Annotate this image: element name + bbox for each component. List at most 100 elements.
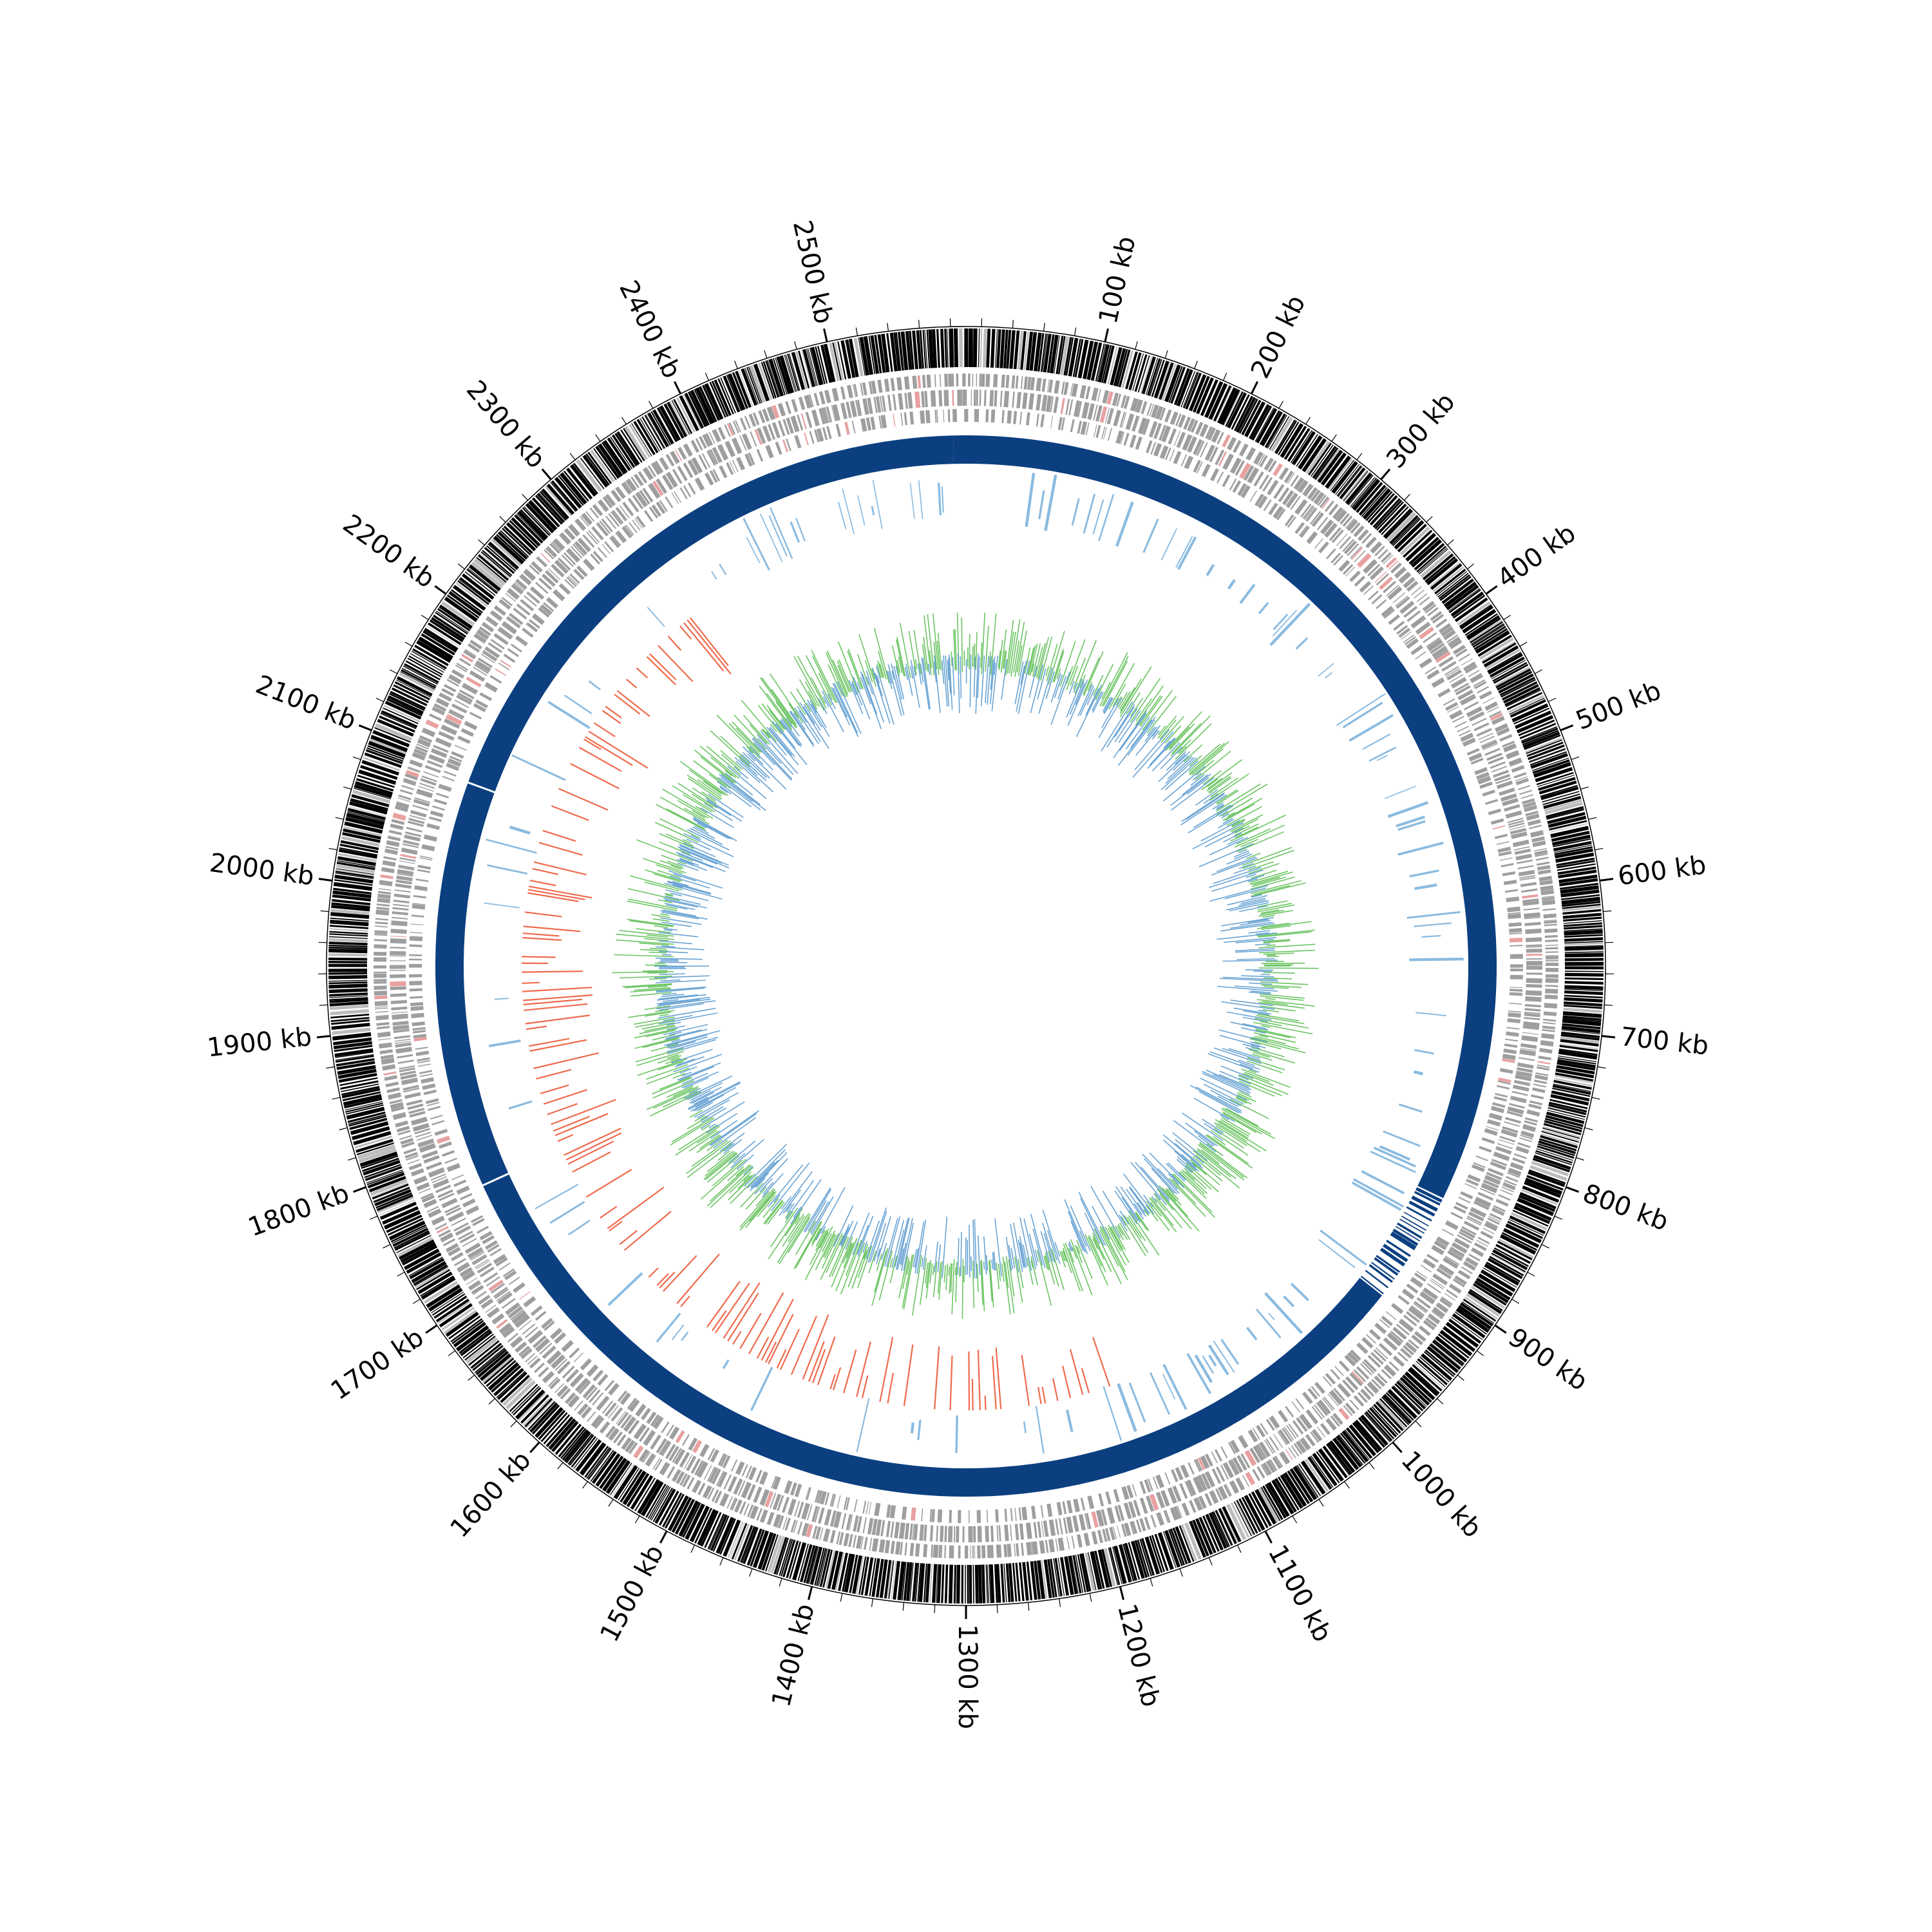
gene-mark	[1155, 1474, 1164, 1488]
gene-mark	[407, 658, 442, 677]
gene-mark	[1553, 844, 1593, 853]
gene-mark	[786, 417, 794, 434]
gene-mark	[741, 368, 758, 406]
gene-mark	[364, 752, 402, 768]
gene-mark	[1296, 433, 1318, 467]
gene-mark	[1153, 1476, 1159, 1490]
gene-mark	[328, 980, 368, 982]
gc-blue-spike	[789, 711, 815, 747]
gc-blue-spike	[1218, 819, 1235, 829]
gc-blue-spike	[945, 655, 950, 706]
gene-mark	[488, 541, 520, 570]
gc-blue-spike	[1204, 827, 1244, 848]
gene-mark	[1047, 1558, 1055, 1598]
gc-green-spike	[1076, 1245, 1081, 1254]
gc-blue-spike	[990, 659, 994, 690]
gene-mark	[847, 384, 853, 399]
gene-mark	[1408, 1306, 1424, 1320]
gene-mark	[1523, 907, 1540, 911]
gene-mark	[417, 864, 431, 870]
gene-mark	[954, 1564, 957, 1604]
gene-mark	[755, 1470, 762, 1483]
gc-green-spike	[820, 1232, 843, 1280]
gene-mark	[1564, 950, 1604, 952]
gene-mark	[560, 1428, 587, 1459]
gene-mark	[387, 695, 424, 715]
gene-mark	[892, 393, 897, 411]
gene-mark	[535, 582, 549, 594]
gene-mark	[853, 1535, 857, 1548]
coverage-bar	[1156, 1430, 1169, 1457]
gene-mark	[1236, 397, 1256, 433]
gene-mark	[1132, 353, 1144, 391]
gene-mark	[788, 353, 800, 391]
gc-green-spike	[1197, 1150, 1232, 1178]
gc-blue-spike	[1249, 991, 1271, 995]
gc-blue-spike	[1103, 697, 1113, 714]
skew-blue-spike	[1272, 610, 1298, 637]
gene-mark	[1287, 428, 1311, 462]
gc-blue-spike	[1235, 939, 1274, 943]
gene-mark	[1560, 1043, 1598, 1050]
minor-tick	[1467, 564, 1475, 570]
gc-green-spike	[721, 753, 741, 772]
gene-mark	[420, 778, 437, 786]
gene-mark	[1134, 354, 1148, 392]
gc-blue-spike	[670, 1041, 696, 1050]
gene-mark	[1432, 1273, 1448, 1286]
gene-mark	[461, 654, 474, 663]
gene-mark	[513, 607, 527, 620]
gene-mark	[1244, 1495, 1265, 1531]
gc-green-spike	[1119, 1222, 1131, 1240]
gc-blue-spike	[661, 945, 675, 948]
gene-mark	[909, 1523, 913, 1540]
gene-mark	[642, 1451, 651, 1463]
gene-mark	[690, 390, 710, 426]
gene-mark	[1439, 576, 1472, 601]
gene-mark	[407, 768, 420, 773]
gc-blue-spike	[804, 1188, 832, 1233]
gene-mark	[1222, 453, 1234, 470]
gene-mark	[1455, 1307, 1490, 1333]
gc-green-spike	[1093, 674, 1104, 696]
skew-red-spike	[706, 1280, 741, 1328]
gene-mark	[1524, 1120, 1537, 1126]
gene-mark	[1283, 1472, 1307, 1507]
gene-mark	[1484, 748, 1501, 756]
gene-mark	[498, 1322, 513, 1334]
gc-blue-spike	[1113, 711, 1147, 759]
gene-mark	[330, 917, 369, 922]
minor-tick	[390, 669, 398, 674]
gc-blue-spike	[943, 655, 948, 707]
gene-mark	[1040, 414, 1045, 428]
gene-mark	[1132, 1484, 1137, 1497]
gene-mark	[1399, 526, 1430, 556]
gene-mark	[1086, 341, 1099, 381]
gene-mark	[1490, 712, 1503, 721]
gene-mark	[1396, 1380, 1426, 1410]
tick-label: 600 kb	[1616, 850, 1708, 891]
gc-blue-spike	[1238, 862, 1254, 869]
gene-mark	[442, 1238, 456, 1247]
coverage-bar	[1354, 1283, 1378, 1303]
skew-red-spike	[663, 1255, 697, 1292]
coverage-bar	[1376, 1255, 1401, 1273]
skew-blue-spike	[1227, 579, 1236, 590]
gene-mark	[448, 591, 482, 616]
gene-mark	[777, 1495, 784, 1511]
gene-mark	[1363, 585, 1374, 595]
gc-blue-spike	[1190, 774, 1205, 786]
gene-mark	[1139, 1481, 1146, 1494]
gene-mark	[649, 1486, 670, 1520]
gene-mark	[1488, 1258, 1523, 1280]
skew-red-spike	[600, 1206, 618, 1219]
skew-red-spike	[679, 625, 692, 640]
gene-mark	[1500, 1234, 1537, 1255]
gc-green-spike	[1024, 647, 1031, 674]
gc-blue-spike	[1126, 1188, 1146, 1217]
skew-blue-spike	[1397, 842, 1444, 856]
gene-mark	[1078, 1513, 1086, 1531]
gene-mark	[928, 329, 934, 368]
gc-green-spike	[675, 1126, 721, 1156]
gene-mark	[613, 1464, 638, 1500]
